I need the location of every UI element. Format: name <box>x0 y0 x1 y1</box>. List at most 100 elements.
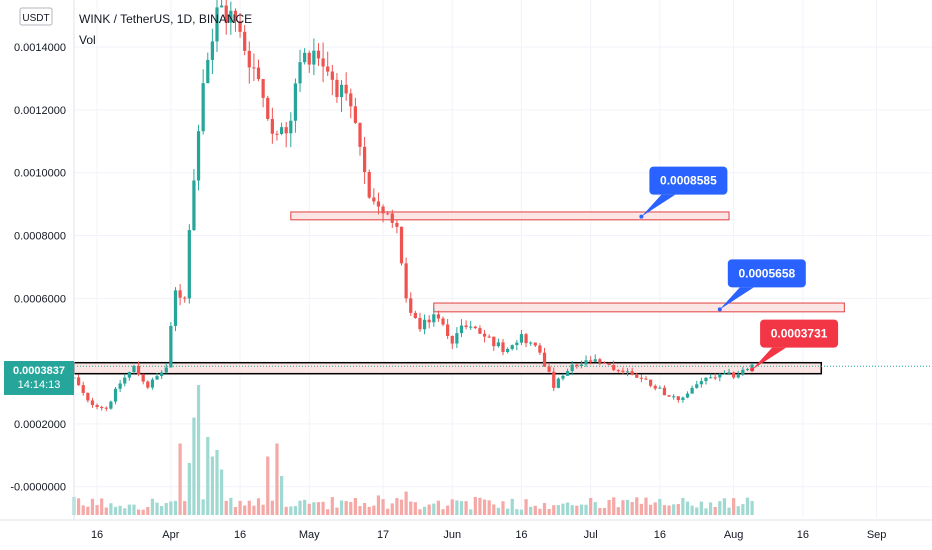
candle <box>173 287 178 332</box>
volume-bar <box>676 503 680 515</box>
volume-bar <box>607 500 611 515</box>
candle <box>427 315 431 329</box>
x-axis: 16 Apr 16 May 17 Jun 16 Jul 16 Aug 16 Sep <box>0 519 932 541</box>
candle-body <box>372 197 376 202</box>
x-tick-label: 16 <box>797 529 809 541</box>
callout-2[interactable]: 0.0003731 <box>750 319 839 372</box>
y-tick-label: -0.0000000 <box>10 482 66 494</box>
x-tick-label: 16 <box>515 529 527 541</box>
candle-body <box>178 290 182 298</box>
candle-body <box>284 127 288 134</box>
candle-body <box>607 363 611 366</box>
volume-bar <box>256 498 261 515</box>
candle <box>404 257 408 303</box>
candle-body <box>482 333 487 337</box>
candle-body <box>252 67 256 69</box>
callouts: 0.0008585 0.0005658 0.0003731 <box>639 166 839 372</box>
candle <box>256 59 261 82</box>
candle <box>160 370 164 380</box>
candle-body <box>173 290 178 326</box>
volume-bar <box>293 506 298 515</box>
candle-body <box>146 381 150 388</box>
volume-bar <box>505 508 510 515</box>
volume-bar <box>432 503 436 515</box>
candle-body <box>289 120 293 134</box>
candle-body <box>339 84 344 98</box>
candle <box>344 72 348 101</box>
candle-body <box>722 373 727 375</box>
candle-body <box>413 312 417 319</box>
volume-bar <box>109 503 113 515</box>
candle <box>187 224 191 304</box>
candle <box>376 192 381 215</box>
volume-bar <box>141 509 145 515</box>
zone-1[interactable] <box>433 302 845 313</box>
candle-body <box>316 50 321 59</box>
callout-1[interactable]: 0.0005658 <box>717 259 806 312</box>
candle <box>565 368 570 376</box>
candle <box>704 377 708 385</box>
volume-bar <box>118 505 122 515</box>
candle-body <box>303 52 307 63</box>
volume-bar <box>312 502 316 515</box>
candle <box>529 341 533 346</box>
candle <box>358 122 362 156</box>
candle <box>745 367 750 372</box>
candle-body <box>630 371 634 375</box>
zone-2[interactable] <box>73 362 822 375</box>
currency-badge[interactable] <box>19 7 53 26</box>
callout-0[interactable]: 0.0008585 <box>639 166 728 219</box>
volume-indicator-label[interactable]: Vol <box>79 33 96 47</box>
volume-bar <box>750 501 754 515</box>
candle-body <box>478 328 482 334</box>
volume-bar <box>579 504 584 515</box>
candle <box>206 52 210 84</box>
volume-bar <box>422 506 427 515</box>
volume-bar <box>233 507 238 515</box>
candle <box>164 362 168 374</box>
candle <box>505 347 510 354</box>
candle <box>538 343 542 355</box>
candle <box>192 169 196 231</box>
candle <box>602 361 607 364</box>
candle-body <box>192 180 196 231</box>
candle <box>233 8 238 32</box>
candle-body <box>298 62 302 84</box>
volume-bar <box>538 508 542 515</box>
candle-body <box>519 334 524 343</box>
candle <box>450 335 454 350</box>
volume-bar <box>215 450 219 515</box>
volume-bar <box>478 497 482 515</box>
candle-body <box>510 345 514 349</box>
candle-body <box>395 222 399 227</box>
candle-body <box>312 50 316 65</box>
volume-bar <box>76 498 81 515</box>
zone-0[interactable] <box>290 211 730 221</box>
candle-body <box>589 360 593 362</box>
candle <box>284 122 288 148</box>
candle-body <box>441 318 445 325</box>
candle-body <box>247 50 251 68</box>
volume-bar <box>187 463 191 515</box>
candle-body <box>653 385 657 389</box>
candle <box>127 371 131 381</box>
candle <box>524 332 528 348</box>
candle <box>141 373 145 385</box>
candle-body <box>450 335 454 344</box>
candle <box>667 394 671 398</box>
candle-body <box>95 404 99 407</box>
candle-body <box>266 97 270 120</box>
volume-bar <box>132 504 136 515</box>
candle <box>100 405 104 411</box>
candle-body <box>575 364 579 366</box>
candle-body <box>570 364 574 372</box>
volume-bar <box>621 500 625 515</box>
volume-bar <box>593 502 597 515</box>
candle <box>395 219 399 234</box>
candle-body <box>741 369 745 374</box>
candle-body <box>409 298 413 313</box>
volume-bar <box>358 506 362 515</box>
candle <box>81 381 85 396</box>
volume-bar <box>381 499 385 515</box>
